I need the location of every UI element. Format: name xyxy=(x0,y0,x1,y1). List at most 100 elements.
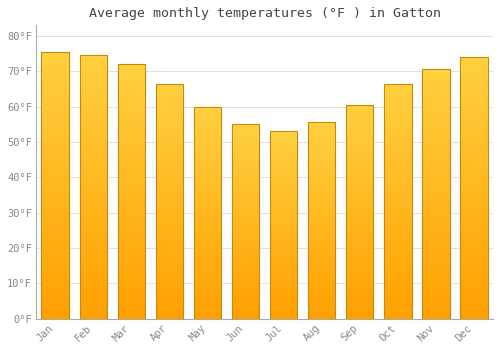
Bar xyxy=(232,272,260,274)
Bar xyxy=(270,173,297,174)
Bar xyxy=(308,175,336,177)
Bar xyxy=(308,160,336,162)
Bar xyxy=(42,295,69,297)
Bar xyxy=(308,223,336,224)
Bar xyxy=(346,261,374,263)
Bar xyxy=(270,135,297,137)
Bar xyxy=(422,314,450,316)
Bar xyxy=(308,287,336,289)
Bar xyxy=(80,245,107,247)
Bar xyxy=(460,253,487,256)
Bar xyxy=(42,188,69,190)
Bar xyxy=(270,234,297,236)
Bar xyxy=(422,119,450,122)
Bar xyxy=(42,92,69,94)
Bar xyxy=(42,111,69,113)
Bar xyxy=(118,77,145,79)
Bar xyxy=(460,251,487,253)
Bar xyxy=(384,114,411,117)
Bar xyxy=(460,117,487,120)
Bar xyxy=(346,237,374,239)
Bar xyxy=(460,258,487,261)
Bar xyxy=(42,132,69,134)
Bar xyxy=(156,88,183,91)
Bar xyxy=(118,112,145,115)
Bar xyxy=(156,276,183,279)
Bar xyxy=(308,148,336,150)
Bar xyxy=(80,142,107,145)
Bar xyxy=(346,272,374,274)
Bar xyxy=(270,139,297,141)
Bar xyxy=(156,149,183,152)
Bar xyxy=(232,282,260,284)
Bar xyxy=(384,128,411,131)
Bar xyxy=(194,168,221,170)
Bar xyxy=(232,247,260,248)
Bar xyxy=(80,124,107,126)
Bar xyxy=(232,264,260,266)
Bar xyxy=(232,134,260,136)
Bar xyxy=(232,251,260,252)
Bar xyxy=(80,61,107,63)
Bar xyxy=(460,169,487,172)
Bar xyxy=(232,233,260,235)
Bar xyxy=(460,245,487,248)
Bar xyxy=(460,264,487,266)
Bar xyxy=(422,206,450,209)
Bar xyxy=(384,316,411,318)
Bar xyxy=(460,203,487,206)
Bar xyxy=(118,212,145,214)
Bar xyxy=(346,133,374,135)
Bar xyxy=(308,142,336,144)
Bar xyxy=(346,107,374,109)
Bar xyxy=(346,210,374,212)
Bar xyxy=(118,199,145,202)
Bar xyxy=(80,242,107,245)
Bar xyxy=(460,133,487,135)
Bar xyxy=(232,208,260,210)
Bar xyxy=(156,210,183,213)
Bar xyxy=(156,126,183,128)
Bar xyxy=(232,231,260,233)
Bar xyxy=(346,184,374,186)
Bar xyxy=(422,127,450,129)
Bar xyxy=(422,129,450,132)
Bar xyxy=(270,221,297,223)
Bar xyxy=(118,189,145,191)
Bar xyxy=(384,142,411,145)
Bar xyxy=(194,147,221,149)
Bar xyxy=(194,178,221,181)
Bar xyxy=(42,113,69,116)
Bar xyxy=(118,64,145,319)
Bar xyxy=(384,283,411,286)
Bar xyxy=(384,304,411,307)
Bar xyxy=(118,72,145,74)
Bar xyxy=(42,60,69,62)
Bar xyxy=(308,278,336,279)
Bar xyxy=(346,190,374,192)
Bar xyxy=(422,261,450,264)
Bar xyxy=(80,166,107,168)
Bar xyxy=(194,164,221,166)
Bar xyxy=(42,215,69,217)
Bar xyxy=(346,216,374,218)
Bar xyxy=(422,99,450,102)
Bar xyxy=(156,314,183,316)
Bar xyxy=(384,84,411,86)
Bar xyxy=(156,175,183,177)
Bar xyxy=(156,107,183,110)
Bar xyxy=(346,252,374,254)
Bar xyxy=(80,197,107,200)
Bar xyxy=(42,209,69,212)
Bar xyxy=(460,125,487,128)
Bar xyxy=(460,243,487,245)
Bar xyxy=(118,258,145,260)
Bar xyxy=(194,185,221,187)
Bar xyxy=(460,162,487,164)
Bar xyxy=(156,274,183,276)
Bar xyxy=(460,308,487,311)
Bar xyxy=(346,137,374,139)
Bar xyxy=(80,182,107,184)
Bar xyxy=(232,177,260,178)
Bar xyxy=(194,257,221,259)
